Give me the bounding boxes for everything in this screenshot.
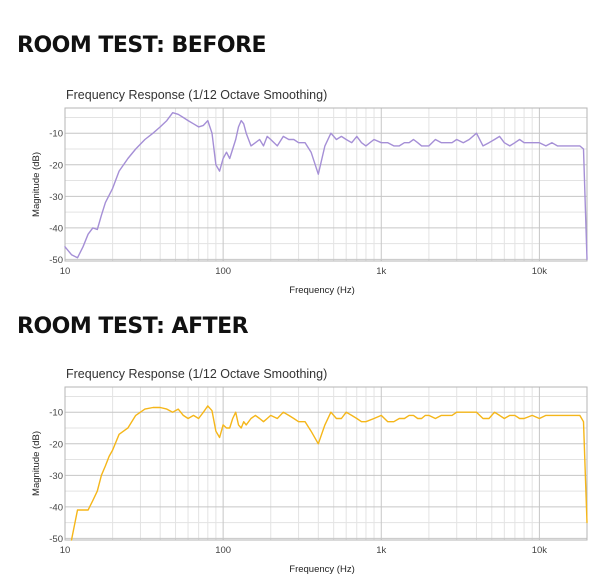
x-tick-label: 1k: [376, 266, 386, 277]
y-axis-label: Magnitude (dB): [31, 431, 42, 496]
y-tick-label: -20: [49, 439, 63, 450]
x-tick-label: 1k: [376, 545, 386, 556]
y-tick-label: -10: [49, 129, 63, 140]
y-tick-label: -30: [49, 192, 63, 203]
x-tick-label: 100: [215, 545, 231, 556]
y-tick-label: -10: [49, 408, 63, 419]
x-axis-label: Frequency (Hz): [289, 285, 354, 296]
chart-title: Frequency Response (1/12 Octave Smoothin…: [66, 367, 327, 381]
chart-after-response-line: [70, 405, 588, 541]
y-tick-label: -30: [49, 471, 63, 482]
y-tick-label: -50: [49, 534, 63, 545]
chart-before-response-line: [64, 112, 588, 261]
section-heading-before: ROOM TEST: BEFORE: [17, 33, 267, 58]
frequency-response-chart-after: Frequency Response (1/12 Octave Smoothin…: [31, 367, 588, 575]
x-tick-label: 10k: [532, 266, 548, 277]
plot-frame: [64, 107, 588, 262]
x-tick-label: 100: [215, 266, 231, 277]
plot-frame: [64, 386, 588, 541]
x-tick-label: 10: [60, 266, 71, 277]
y-tick-label: -40: [49, 223, 63, 234]
frequency-response-chart-before: Frequency Response (1/12 Octave Smoothin…: [31, 88, 588, 296]
x-tick-label: 10: [60, 545, 71, 556]
y-tick-label: -50: [49, 255, 63, 266]
y-tick-label: -40: [49, 502, 63, 513]
x-tick-label: 10k: [532, 545, 548, 556]
x-axis-label: Frequency (Hz): [289, 564, 354, 575]
y-tick-label: -20: [49, 160, 63, 171]
y-axis-label: Magnitude (dB): [31, 152, 42, 217]
section-heading-after: ROOM TEST: AFTER: [17, 314, 249, 339]
chart-title: Frequency Response (1/12 Octave Smoothin…: [66, 88, 327, 102]
